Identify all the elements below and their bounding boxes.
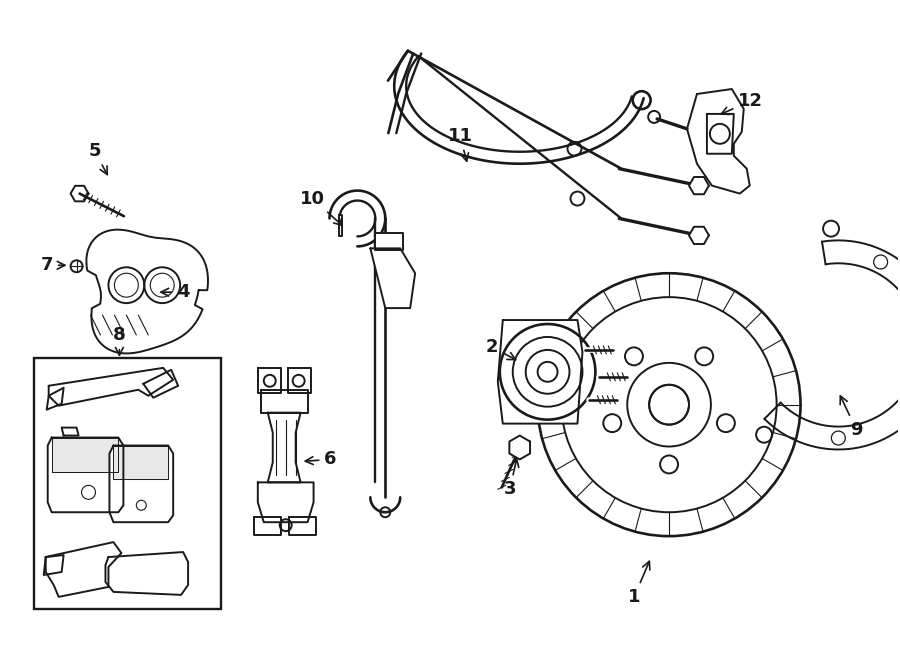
Circle shape	[695, 348, 713, 366]
Polygon shape	[375, 233, 403, 251]
Bar	[34, 358, 221, 609]
Circle shape	[717, 414, 735, 432]
Polygon shape	[47, 388, 64, 410]
Polygon shape	[687, 89, 750, 194]
Circle shape	[660, 455, 678, 473]
Text: 5: 5	[88, 141, 107, 175]
Circle shape	[280, 519, 292, 531]
Circle shape	[292, 375, 304, 387]
Text: 1: 1	[628, 561, 650, 606]
Circle shape	[537, 362, 557, 382]
Polygon shape	[289, 517, 316, 535]
Polygon shape	[86, 229, 208, 354]
Polygon shape	[257, 368, 281, 393]
Polygon shape	[49, 368, 173, 406]
Text: 8: 8	[113, 326, 126, 355]
Polygon shape	[268, 412, 301, 483]
Text: 10: 10	[300, 190, 342, 225]
Text: 6: 6	[305, 450, 337, 469]
Circle shape	[603, 414, 621, 432]
Polygon shape	[370, 249, 415, 308]
Text: 11: 11	[447, 127, 473, 161]
Polygon shape	[61, 428, 78, 436]
Polygon shape	[764, 241, 900, 449]
Polygon shape	[339, 215, 343, 237]
Polygon shape	[46, 542, 122, 597]
Polygon shape	[689, 227, 709, 244]
Polygon shape	[706, 114, 733, 154]
Polygon shape	[51, 438, 119, 473]
Text: 12: 12	[721, 92, 763, 114]
Polygon shape	[105, 552, 188, 595]
Polygon shape	[254, 517, 281, 535]
Polygon shape	[288, 368, 310, 393]
Text: 2: 2	[486, 338, 516, 360]
Circle shape	[649, 385, 689, 424]
Polygon shape	[689, 177, 709, 194]
Polygon shape	[113, 446, 168, 479]
Circle shape	[264, 375, 275, 387]
Text: 7: 7	[40, 256, 65, 274]
Polygon shape	[143, 370, 178, 398]
Polygon shape	[48, 438, 123, 512]
Polygon shape	[110, 446, 173, 522]
Polygon shape	[261, 390, 308, 412]
Circle shape	[625, 348, 643, 366]
Polygon shape	[44, 555, 64, 575]
Polygon shape	[257, 483, 313, 522]
Text: 9: 9	[841, 396, 862, 439]
Polygon shape	[509, 436, 530, 459]
Polygon shape	[498, 320, 582, 424]
Polygon shape	[70, 186, 88, 202]
Text: 4: 4	[161, 283, 189, 301]
Text: 3: 3	[503, 459, 518, 498]
